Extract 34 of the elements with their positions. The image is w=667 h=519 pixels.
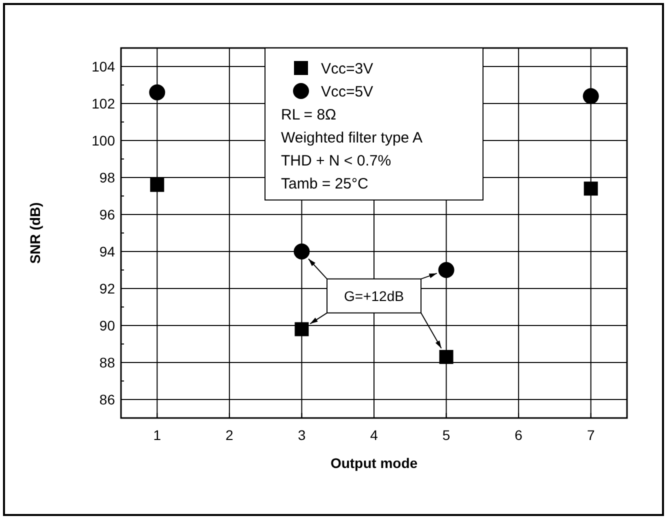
legend-label: Vcc=5V: [321, 83, 374, 100]
point: [439, 350, 454, 364]
annotation: RL = 8Ω: [281, 106, 336, 124]
y-tick-label: 98: [99, 169, 116, 186]
annotation: Tamb = 25°C: [281, 175, 368, 192]
annotation: THD + N < 0.7%: [281, 152, 392, 170]
y-tick-label: 90: [99, 317, 116, 334]
legend-label: Vcc=3V: [321, 60, 374, 78]
x-tick-label: 1: [153, 427, 162, 443]
y-tick-label: 104: [92, 58, 116, 74]
x-tick-label: 7: [586, 427, 595, 443]
y-axis-title: SNR (dB): [27, 202, 43, 264]
x-tick-label: 6: [514, 427, 523, 443]
point: [438, 262, 454, 278]
y-tick-label: 102: [92, 95, 116, 112]
y-tick-label: 94: [99, 243, 116, 260]
point: [294, 244, 310, 260]
point: [584, 182, 598, 196]
x-tick-label: 2: [226, 427, 234, 443]
y-tick-label: 100: [92, 132, 116, 148]
x-tick-label: 4: [370, 427, 378, 443]
annotation: Weighted filter type A: [281, 129, 422, 146]
y-tick-label: 96: [99, 206, 116, 222]
annotation: G=+12dB: [344, 288, 404, 304]
y-tick-label: 92: [99, 280, 116, 296]
point: [294, 322, 309, 336]
y-tick-label: 86: [99, 391, 116, 408]
point: [582, 88, 599, 104]
point: [149, 84, 166, 100]
x-axis-title: Output mode: [330, 455, 418, 471]
x-tick-label: 3: [298, 427, 306, 443]
x-tick-label: 5: [442, 427, 450, 443]
point: [150, 178, 164, 192]
y-tick-label: 88: [99, 354, 116, 370]
